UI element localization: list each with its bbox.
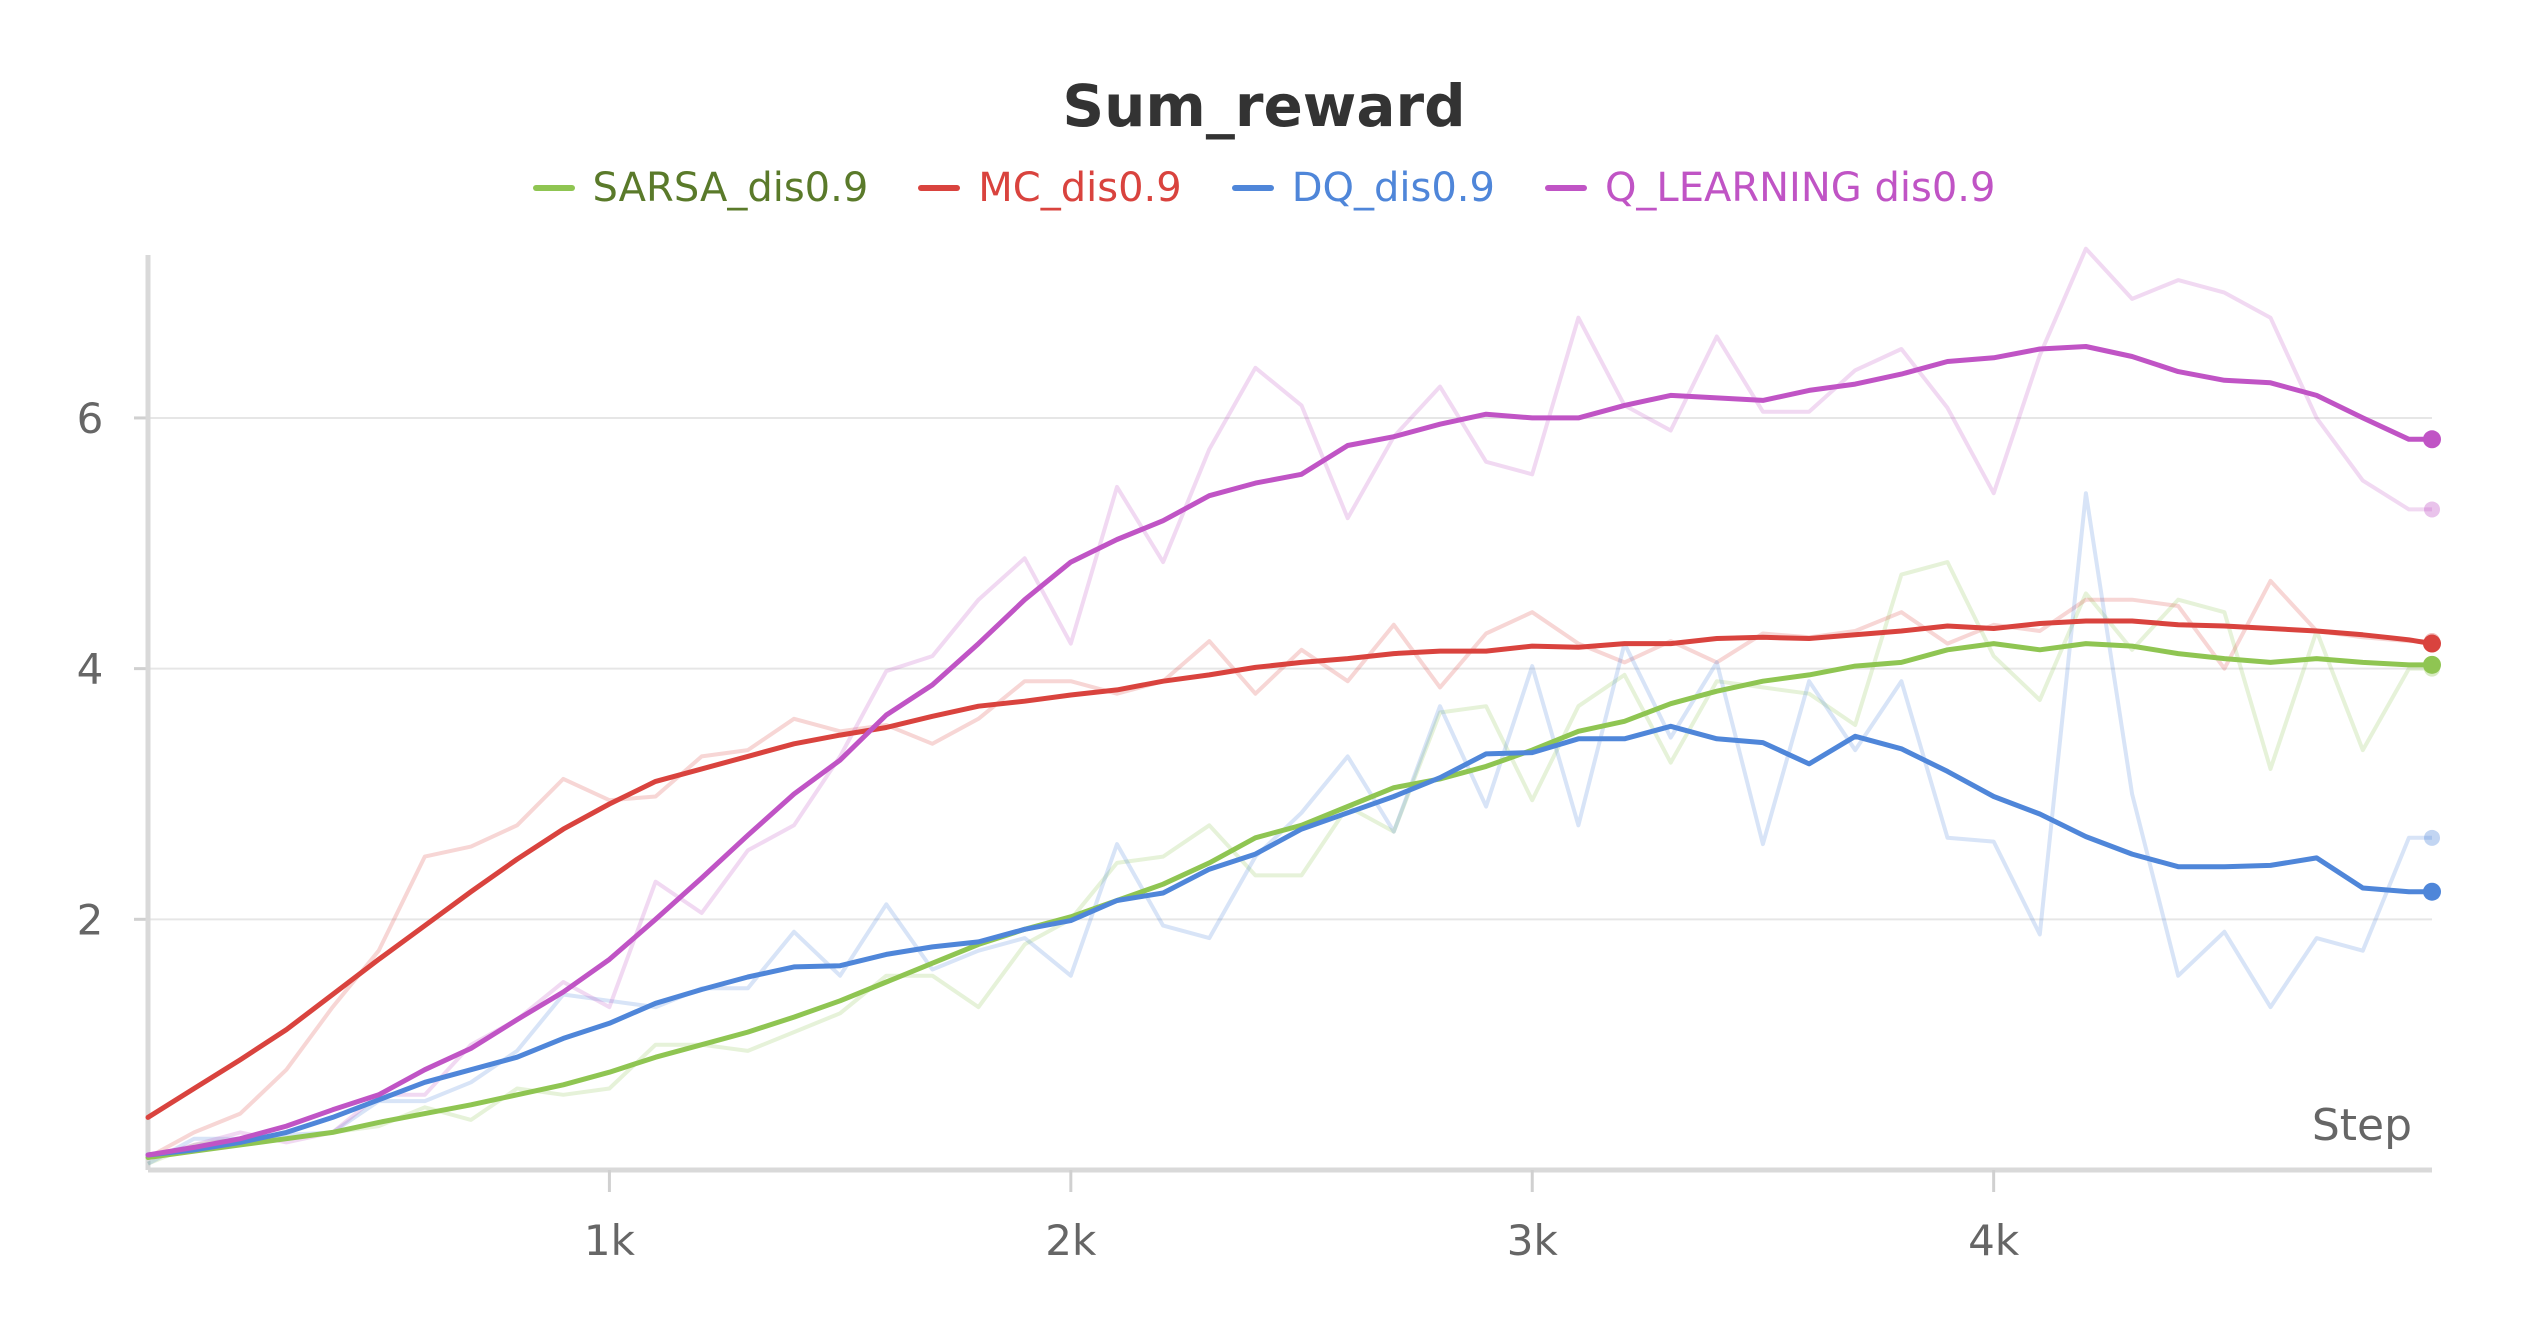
- end-point-sarsa-dis0-9: [2423, 655, 2441, 674]
- raw-end-point-q-learning-dis0-9: [2424, 501, 2440, 518]
- x-tick-label: 2k: [1045, 1216, 1097, 1265]
- end-point-q-learning-dis0-9: [2423, 430, 2441, 449]
- legend-item-sarsa-dis0-9[interactable]: SARSA_dis0.9: [532, 165, 869, 211]
- y-tick-label: 4: [77, 645, 104, 694]
- end-point-dq-dis0-9: [2423, 882, 2441, 901]
- grid-lines: [148, 416, 2432, 921]
- legend-swatch: [532, 185, 575, 191]
- chart-legend: SARSA_dis0.9 MC_dis0.9 DQ_dis0.9 Q_LEARNING…: [0, 165, 2528, 211]
- smoothed-line-q-learning-dis0-9: [145, 344, 2435, 1158]
- legend-swatch: [918, 185, 961, 191]
- x-axis-label: Step: [2312, 1100, 2412, 1151]
- smoothed-line-sarsa-dis0-9: [145, 641, 2435, 1160]
- legend-item-mc-dis0-9[interactable]: MC_dis0.9: [918, 165, 1182, 211]
- x-tick-label: 1k: [584, 1216, 636, 1265]
- chart-title: Sum_reward: [1062, 72, 1466, 140]
- smoothed-line-dq-dis0-9: [145, 723, 2435, 1158]
- raw-series-layer: [147, 246, 2432, 1166]
- x-tick-label: 4k: [1968, 1216, 2020, 1265]
- legend-label: MC_dis0.9: [978, 165, 1182, 211]
- end-points-layer: [2423, 430, 2441, 901]
- axes: [134, 255, 2432, 1192]
- raw-line-sarsa-dis0-9: [147, 560, 2432, 1166]
- y-tick-label: 6: [77, 394, 104, 443]
- legend-item-dq-dis0-9[interactable]: DQ_dis0.9: [1231, 165, 1495, 211]
- y-tick-label: 2: [77, 895, 104, 944]
- legend-item-q-learning-dis0-9[interactable]: Q_LEARNING dis0.9: [1544, 165, 1996, 211]
- smoothed-line-mc-dis0-9: [145, 618, 2435, 1120]
- legend-label: Q_LEARNING dis0.9: [1604, 165, 1996, 211]
- legend-label: DQ_dis0.9: [1291, 165, 1495, 211]
- legend-swatch: [1231, 185, 1274, 191]
- raw-line-dq-dis0-9: [147, 491, 2432, 1166]
- legend-swatch: [1544, 185, 1587, 191]
- x-tick-label: 3k: [1507, 1216, 1559, 1265]
- tick-labels-layer: 2 4 6 1k 2k 3k 4k Step: [77, 394, 2412, 1265]
- raw-line-mc-dis0-9: [147, 578, 2432, 1160]
- raw-line-q-learning-dis0-9: [147, 246, 2432, 1160]
- raw-end-point-dq-dis0-9: [2424, 829, 2440, 846]
- end-point-mc-dis0-9: [2423, 634, 2441, 653]
- smoothed-series-layer: [145, 344, 2435, 1160]
- legend-label: SARSA_dis0.9: [592, 165, 869, 211]
